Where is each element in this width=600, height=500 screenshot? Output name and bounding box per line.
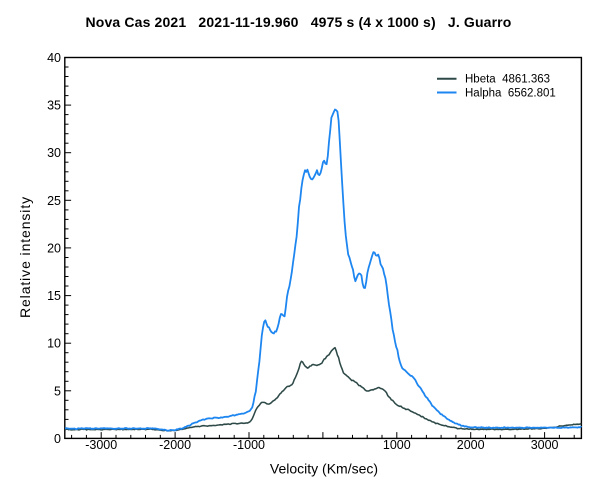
svg-text:15: 15: [47, 289, 61, 303]
svg-text:2000: 2000: [457, 438, 485, 452]
svg-text:Relative intensity: Relative intensity: [17, 196, 33, 318]
svg-text:-2000: -2000: [159, 438, 191, 452]
svg-text:-3000: -3000: [85, 438, 117, 452]
svg-text:Halpha 6562.801: Halpha 6562.801: [465, 88, 556, 100]
svg-text:-1000: -1000: [233, 438, 265, 452]
svg-text:20: 20: [47, 241, 61, 255]
svg-text:3000: 3000: [531, 438, 559, 452]
svg-text:Velocity (Km/sec): Velocity (Km/sec): [270, 461, 378, 477]
svg-text:5: 5: [54, 384, 61, 398]
svg-text:10: 10: [47, 337, 61, 351]
svg-text:Nova Cas 2021 2021-11-19.960: Nova Cas 2021 2021-11-19.960 4975 s (4 x…: [86, 14, 512, 30]
svg-text:1000: 1000: [383, 438, 411, 452]
svg-text:Hbeta 4861.363: Hbeta 4861.363: [465, 74, 550, 86]
svg-text:0: 0: [54, 432, 61, 446]
svg-text:35: 35: [47, 99, 61, 113]
svg-text:25: 25: [47, 194, 61, 208]
svg-text:40: 40: [47, 51, 61, 65]
svg-text:30: 30: [47, 146, 61, 160]
